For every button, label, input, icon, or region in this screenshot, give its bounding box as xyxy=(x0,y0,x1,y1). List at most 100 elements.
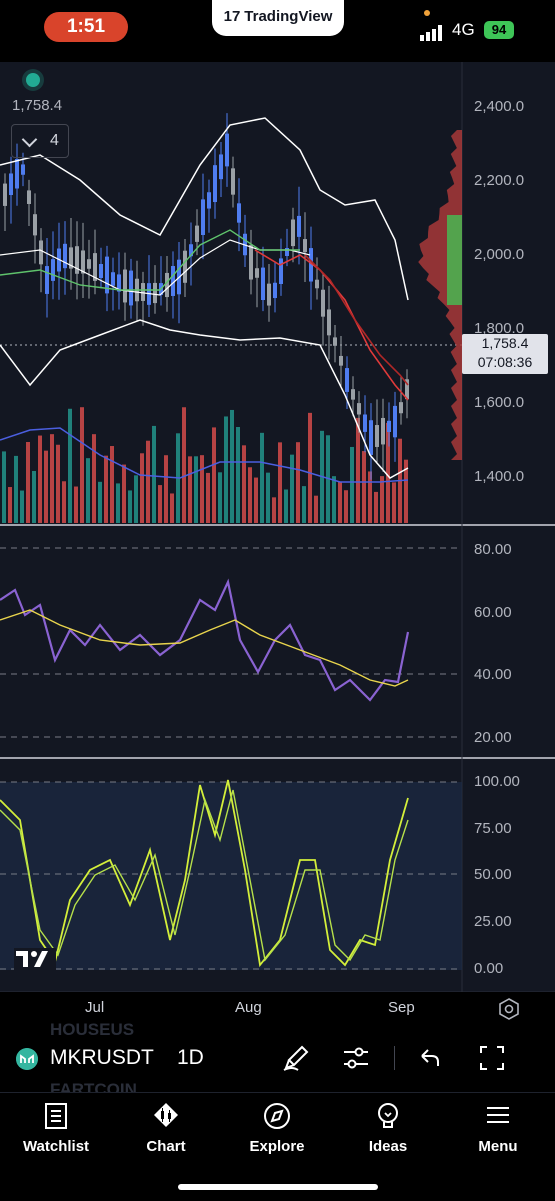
candle-body xyxy=(81,250,85,274)
candle-body xyxy=(399,402,403,414)
candle-body xyxy=(303,239,307,253)
candle-body xyxy=(93,253,97,281)
stoch-axis-label: 50.00 xyxy=(474,866,512,883)
volume-bar xyxy=(392,482,396,523)
volume-bar xyxy=(224,416,228,523)
candle-body xyxy=(165,272,169,298)
volume-bar xyxy=(374,491,378,523)
volume-bar xyxy=(164,455,168,523)
candle-body xyxy=(219,154,223,180)
volume-bar xyxy=(302,486,306,523)
indicator-settings-icon[interactable] xyxy=(340,1042,372,1074)
candle-body xyxy=(15,158,19,189)
indicators-toggle-button[interactable]: 4 xyxy=(11,124,69,158)
candle-body xyxy=(111,272,115,286)
volume-bar xyxy=(122,464,126,523)
chart-settings-icon[interactable] xyxy=(498,998,520,1020)
stoch-axis-label: 100.00 xyxy=(474,773,520,790)
volume-bar xyxy=(290,454,294,523)
candle-body xyxy=(327,309,331,336)
nav-ideas[interactable]: Ideas xyxy=(338,1102,438,1155)
price-axis-label: 2,200.0 xyxy=(474,172,525,189)
volume-bar xyxy=(308,412,312,523)
watchlist-icon xyxy=(45,1103,67,1129)
volume-bar xyxy=(26,442,30,523)
candle-body xyxy=(117,274,121,292)
time-axis-label: Jul xyxy=(85,999,105,1016)
compass-icon xyxy=(264,1103,290,1129)
volume-bar xyxy=(158,485,162,523)
volume-bar xyxy=(206,472,210,523)
candle-body xyxy=(33,214,37,236)
stoch-k-line xyxy=(0,779,409,968)
volume-bar xyxy=(260,432,264,523)
candle-body xyxy=(279,258,283,284)
time-axis-label: Sep xyxy=(388,999,415,1016)
volume-profile-value-area xyxy=(447,215,462,305)
volume-bar xyxy=(152,425,156,523)
volume-bar xyxy=(170,493,174,523)
candle-body xyxy=(87,259,91,269)
volume-bar xyxy=(254,477,258,523)
candle-body xyxy=(267,283,271,306)
volume-bar xyxy=(194,456,198,523)
volume-bar xyxy=(44,450,48,523)
interval-button[interactable]: 1D xyxy=(177,1046,204,1069)
nav-explore[interactable]: Explore xyxy=(227,1102,327,1155)
rsi-axis-label: 60.00 xyxy=(474,604,512,621)
candle-body xyxy=(309,248,313,282)
volume-bar xyxy=(104,455,108,523)
fullscreen-icon[interactable] xyxy=(476,1042,508,1074)
candle-body xyxy=(339,355,343,366)
nav-chart[interactable]: Chart xyxy=(116,1102,216,1155)
candle-body xyxy=(105,256,109,294)
symbol-button[interactable]: MKRUSDT xyxy=(50,1046,154,1069)
candle-body xyxy=(249,244,253,280)
candle-body xyxy=(375,425,379,447)
volume-bar xyxy=(362,451,366,523)
stoch-axis-label: 25.00 xyxy=(474,913,512,930)
candle-body xyxy=(345,368,349,392)
candle-body xyxy=(63,243,67,269)
volume-bar xyxy=(86,458,90,523)
candle-body xyxy=(351,389,355,400)
candle-body xyxy=(39,240,43,265)
rsi-axis-label: 40.00 xyxy=(474,666,512,683)
candle-body xyxy=(231,168,235,195)
volume-bar xyxy=(236,426,240,523)
price-axis-label: 2,000.0 xyxy=(474,246,525,263)
candle-body xyxy=(297,215,301,237)
nav-menu[interactable]: Menu xyxy=(448,1102,548,1155)
volume-bar xyxy=(80,407,84,523)
bottom-navigation xyxy=(0,1092,555,1201)
brush-icon[interactable] xyxy=(280,1042,312,1074)
candle-body xyxy=(285,247,289,257)
symbol-toolbar xyxy=(0,1026,555,1092)
candle-body xyxy=(201,199,205,236)
candle-body xyxy=(369,420,373,455)
candle-body xyxy=(393,405,397,438)
home-indicator xyxy=(178,1184,378,1190)
candle-body xyxy=(291,219,295,247)
candle-body xyxy=(237,203,241,223)
price-axis-label: 1,600.0 xyxy=(474,394,525,411)
stoch-band xyxy=(0,782,462,970)
nav-watchlist[interactable]: Watchlist xyxy=(6,1102,106,1155)
tradingview-logo-icon: 17 xyxy=(223,8,241,25)
chart-canvas[interactable] xyxy=(0,62,555,992)
candle-body xyxy=(69,247,73,269)
price-axis-label: 1,800.0 xyxy=(474,320,525,337)
chart-area[interactable] xyxy=(0,62,555,992)
undo-icon[interactable] xyxy=(414,1042,446,1074)
candle-body xyxy=(213,165,217,203)
candle-body xyxy=(225,133,229,167)
app-banner[interactable]: 17 TradingView xyxy=(212,0,344,36)
volume-bar xyxy=(344,490,348,523)
volume-bar xyxy=(338,481,342,523)
volume-bar xyxy=(98,481,102,523)
volume-bar xyxy=(242,445,246,523)
bollinger-upper xyxy=(0,117,409,301)
toolbar-divider xyxy=(394,1046,395,1070)
volume-bar xyxy=(2,451,6,523)
stoch-axis-label: 0.00 xyxy=(474,960,504,977)
